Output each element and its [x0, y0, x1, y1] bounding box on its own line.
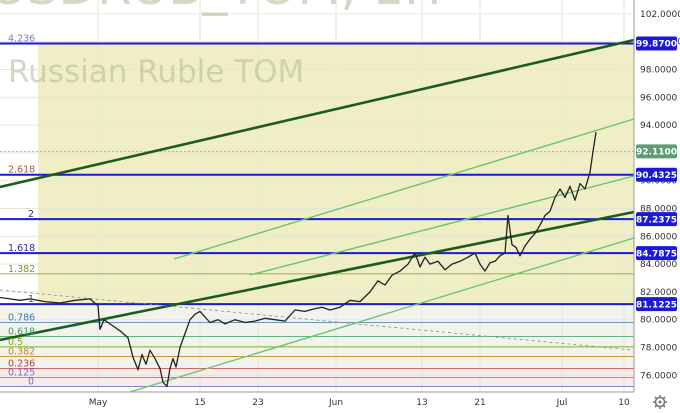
watermark: USDRUB_TOM, 1H Russian Ruble TOM	[0, 0, 442, 90]
price-tag-label: 90.4325	[636, 171, 677, 181]
dashed-trend-line	[0, 289, 633, 351]
fib-level-label: 0.786	[8, 312, 35, 323]
price-tick-label: 96.0000	[640, 93, 677, 103]
channel-line-1	[173, 118, 635, 260]
price-tag-label: 99.8700	[636, 40, 677, 50]
time-tick-label: 21	[474, 398, 485, 408]
time-axis[interactable]: May 15 23 Jun 13 21 Jul 10	[89, 398, 630, 408]
time-tick-label: 15	[194, 398, 205, 408]
watermark-description: Russian Ruble TOM	[8, 54, 304, 90]
fib-level-label: 4.236	[8, 34, 35, 45]
time-tick-label: Jul	[556, 398, 568, 408]
price-tag-label: 92.1100	[636, 148, 677, 158]
price-tick-label: 94.0000	[640, 121, 677, 131]
trend-line-lower	[0, 210, 635, 342]
fib-level-label: 0.5	[8, 337, 23, 348]
time-tick-label: Jun	[328, 398, 343, 408]
fib-level-label: 0.125	[8, 367, 35, 378]
price-tick-label: 82.0000	[640, 288, 677, 298]
price-tag	[636, 167, 677, 182]
price-tick-label: 98.0000	[640, 66, 677, 76]
price-line	[0, 132, 597, 388]
price-tick-label: 84.0000	[640, 260, 677, 270]
time-tick-label: 23	[252, 398, 263, 408]
fib-lines	[0, 42, 634, 387]
fib-level-label: 2	[28, 209, 34, 220]
price-tag	[636, 212, 677, 227]
fib-labels: 4.236 2.618 2 1.618 1.382 1 0.786 0.6180.50.382…	[8, 34, 35, 388]
price-tag-label: 81.1225	[636, 300, 677, 310]
price-tags: 99.8700 92.1100 90.4325 87.2375 84.7875 81.12…	[636, 36, 677, 312]
price-tick-label: 86.0000	[640, 232, 677, 242]
price-tag-label: 84.7875	[636, 249, 677, 259]
price-tag	[636, 144, 677, 159]
price-tick-label: 80.0000	[640, 316, 677, 326]
fib-level-label: 1.618	[8, 243, 35, 254]
price-tag	[636, 36, 677, 51]
fib-level-label: 0.236	[8, 358, 35, 369]
channel-line-3	[129, 237, 635, 393]
trend-lines	[0, 38, 635, 393]
fib-level-label: 0	[28, 376, 34, 387]
price-series	[0, 132, 597, 388]
price-tick-label: 78.0000	[640, 344, 677, 354]
price-tick-label: 90.0000	[640, 177, 677, 187]
time-tick-label: May	[89, 398, 108, 408]
price-tick-label: 76.0000	[640, 371, 677, 381]
price-tick-label: 102.0000	[640, 10, 680, 20]
price-tag	[636, 246, 677, 261]
time-tick-label: 13	[416, 398, 427, 408]
fib-level-label: 2.618	[8, 165, 35, 176]
time-tick-label: 10	[618, 398, 630, 408]
watermark-symbol: USDRUB_TOM, 1H	[0, 0, 442, 16]
fib-level-label: 0.382	[8, 347, 35, 358]
channel-line-2	[249, 175, 635, 276]
fib-level-label: 0.618	[8, 326, 35, 337]
price-tag	[636, 297, 677, 312]
fib-level-label: 1.382	[8, 264, 35, 275]
price-tick-label: 88.0000	[640, 205, 677, 215]
price-axis[interactable]: 102.0000100.000098.000096.000094.000092.…	[640, 10, 680, 381]
trend-line-upper	[0, 38, 635, 189]
fib-level-label: 1	[28, 294, 34, 305]
price-tag-label: 87.2375	[636, 215, 677, 225]
settings-icon[interactable]	[653, 395, 667, 409]
